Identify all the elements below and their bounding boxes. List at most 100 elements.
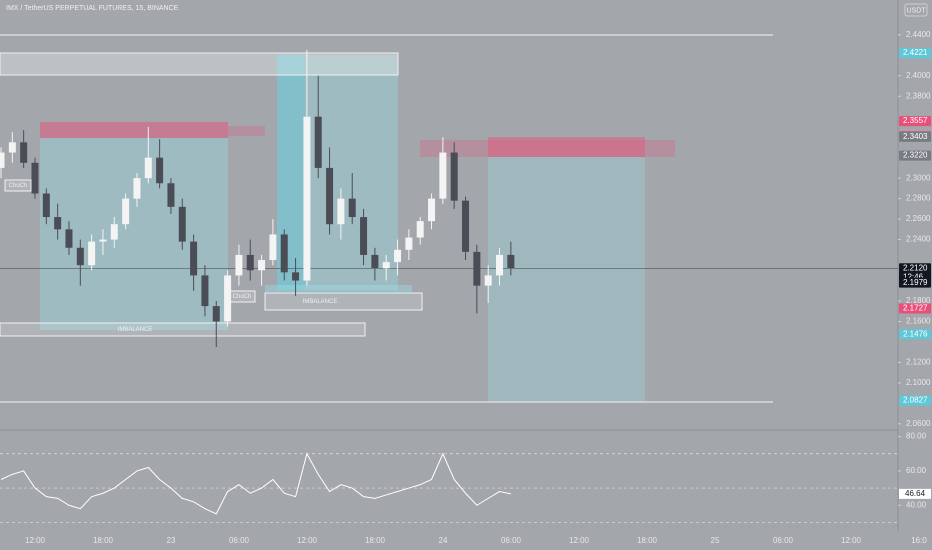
axes: 2.4400 2.4000 2.3800 2.3000 2.2800 2.2600 2.24… <box>25 30 931 545</box>
candle-body <box>371 254 379 269</box>
price-label-bg <box>899 303 931 314</box>
candle-body <box>360 217 368 255</box>
candle-body <box>416 221 424 238</box>
candle-body <box>246 254 254 271</box>
y-tick-label: 2.1800 <box>906 296 931 305</box>
candle-body <box>110 224 118 240</box>
grid <box>0 267 898 523</box>
price-label-bg <box>899 277 931 288</box>
x-tick-label: 06:00 <box>773 536 794 545</box>
candle-body <box>337 198 345 225</box>
candle-body <box>20 142 28 163</box>
value-label: 46.64 <box>905 489 926 498</box>
candle-body <box>31 162 39 194</box>
price-label: 2.1476 <box>903 329 928 338</box>
candle-body <box>496 254 504 276</box>
candle-body <box>42 193 50 218</box>
y-tick-label: 40.00 <box>906 500 927 509</box>
candle-body <box>348 198 356 218</box>
y-tick-label: 2.1600 <box>906 317 931 326</box>
stop-zone-ext <box>420 140 675 157</box>
y-tick-label: 2.2400 <box>906 235 931 244</box>
imbalance-top <box>265 285 412 293</box>
candle-body <box>156 157 164 184</box>
y-tick-label: 2.3000 <box>906 173 931 182</box>
y-tick-label: 2.2800 <box>906 194 931 203</box>
candle-body <box>99 239 107 242</box>
candle-body <box>224 275 232 322</box>
candle-body <box>269 234 277 261</box>
candle-body <box>280 234 288 273</box>
imbalance-box <box>264 292 423 311</box>
position-zone <box>277 55 398 290</box>
y-tick-label: 2.4000 <box>906 71 931 80</box>
price-label-bg <box>899 116 931 127</box>
candle-body <box>8 142 16 153</box>
x-tick-label: 12:00 <box>297 536 318 545</box>
candle-body <box>167 183 175 207</box>
candle-body <box>88 241 96 266</box>
x-tick-label: 12:00 <box>569 536 590 545</box>
candle-body <box>394 249 402 263</box>
candle-body <box>178 206 186 242</box>
x-tick-label: 06:00 <box>229 536 250 545</box>
annotation-box <box>4 179 32 192</box>
candle-body <box>212 306 220 322</box>
price-label-bg <box>899 329 931 340</box>
candle-body <box>428 198 436 222</box>
value-label-bg <box>899 488 931 499</box>
x-tick-label: 18:00 <box>637 536 658 545</box>
price-label: 2.1727 <box>903 304 928 313</box>
x-tick-label: 06:00 <box>501 536 522 545</box>
candle-body <box>462 200 470 252</box>
annotation-box <box>228 290 256 303</box>
price-label: 2.0827 <box>903 396 928 405</box>
stop-zone-ext <box>228 126 265 136</box>
x-tick-label: 12:00 <box>841 536 862 545</box>
candle-body <box>450 152 458 201</box>
annotation: ChoCh <box>233 294 252 300</box>
candle-body <box>0 152 5 168</box>
marks <box>0 50 515 515</box>
countdown: 12:46 <box>903 272 924 281</box>
price-label-bg <box>899 131 931 142</box>
candle-body <box>405 237 413 250</box>
price-label: 2.3557 <box>903 116 928 125</box>
candle-body <box>65 229 73 248</box>
price-label-bg <box>899 263 931 283</box>
price-label-bg <box>899 395 931 406</box>
y-tick-label: 2.4400 <box>906 30 931 39</box>
x-tick-label: 25 <box>711 536 720 545</box>
candle-body <box>314 116 322 168</box>
rsi-line <box>0 452 511 515</box>
candle-body <box>382 262 390 269</box>
y-tick-label: 60.00 <box>906 466 927 475</box>
annotation: IMBALANCE <box>118 327 153 333</box>
candle-body <box>292 272 300 281</box>
currency-box <box>904 3 928 17</box>
candle-body <box>484 275 492 286</box>
x-tick-label: 24 <box>439 536 448 545</box>
y-tick-label: 2.2600 <box>906 214 931 223</box>
x-tick-label: 23 <box>167 536 176 545</box>
stop-zone <box>40 122 228 138</box>
candle-body <box>76 247 84 266</box>
price-label-bg <box>899 48 931 59</box>
candle-body <box>303 116 311 281</box>
candle-body <box>326 167 334 225</box>
y-tick-label: 2.1000 <box>906 378 931 387</box>
candle-body <box>144 157 152 179</box>
candle-body <box>439 152 447 199</box>
candle-body <box>235 254 243 276</box>
candle-body <box>190 241 198 276</box>
annotation: IMBALANCE <box>303 299 338 305</box>
drawings <box>0 0 899 531</box>
price-label-bg <box>899 150 931 161</box>
y-tick-label: 2.0600 <box>906 419 931 428</box>
price-label: 2.3403 <box>903 132 928 141</box>
y-tick-label: 2.3800 <box>906 91 931 100</box>
imbalance-box <box>0 322 366 337</box>
supply-zone <box>0 52 399 76</box>
